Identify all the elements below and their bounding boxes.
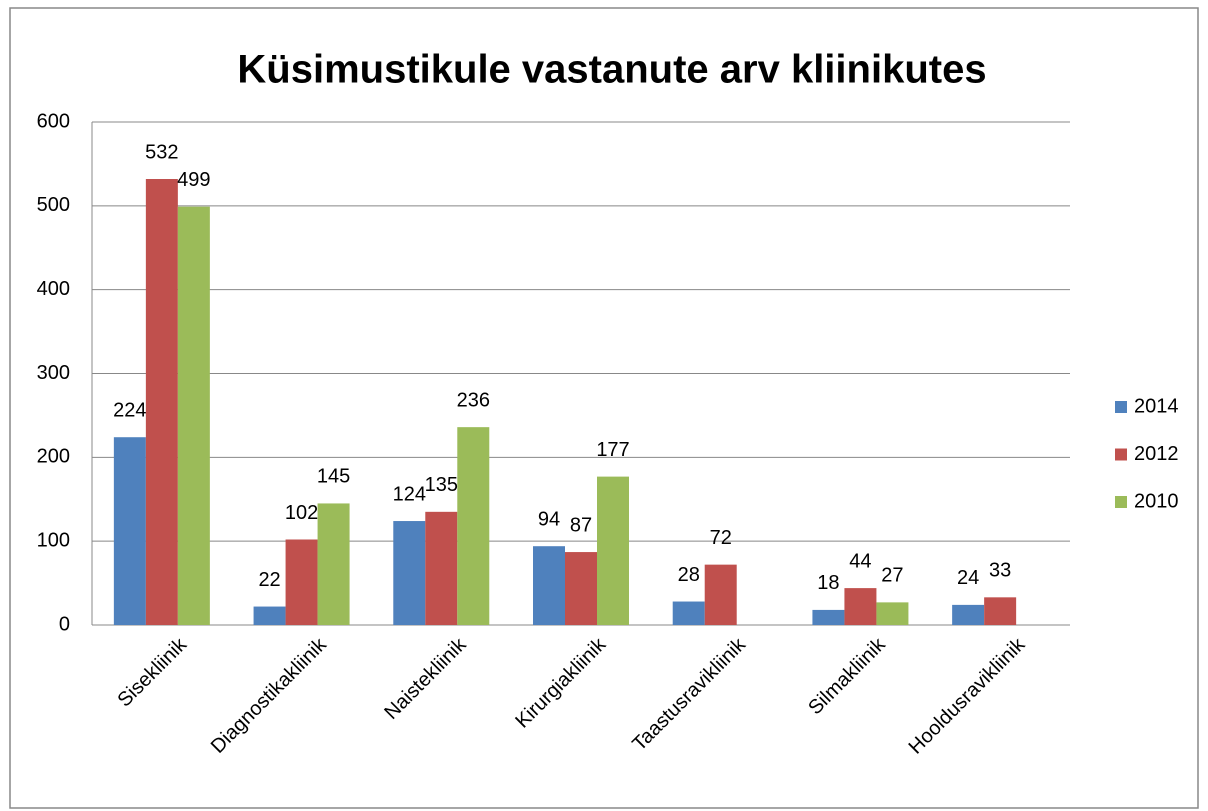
y-tick-label: 200 xyxy=(37,446,70,468)
data-label: 532 xyxy=(145,141,178,163)
data-label: 28 xyxy=(678,564,700,586)
legend-label: 2014 xyxy=(1134,395,1179,417)
y-tick-label: 400 xyxy=(37,278,70,300)
bar xyxy=(393,521,426,625)
data-label: 22 xyxy=(258,569,280,591)
chart-title: Küsimustikule vastanute arv kliinikutes xyxy=(237,48,986,92)
data-label: 236 xyxy=(457,389,490,411)
data-label: 44 xyxy=(849,550,871,572)
bar xyxy=(704,564,737,625)
bar xyxy=(565,552,597,625)
bar xyxy=(253,606,286,625)
y-tick-label: 500 xyxy=(37,194,70,216)
y-tick-label: 600 xyxy=(37,110,70,132)
bar xyxy=(597,476,629,625)
legend-swatch xyxy=(1115,496,1127,508)
y-tick-label: 300 xyxy=(37,362,70,384)
bar xyxy=(984,597,1017,625)
bar xyxy=(285,539,318,625)
legend-label: 2010 xyxy=(1134,490,1179,512)
data-label: 94 xyxy=(538,508,560,530)
bar xyxy=(425,511,458,625)
bar xyxy=(672,601,705,625)
data-label: 87 xyxy=(570,514,592,536)
legend-swatch xyxy=(1115,401,1127,413)
bar xyxy=(844,588,877,625)
data-label: 224 xyxy=(113,399,146,421)
data-label: 499 xyxy=(177,169,210,191)
y-tick-label: 0 xyxy=(59,613,70,635)
data-label: 72 xyxy=(710,527,732,549)
bar xyxy=(317,503,350,625)
bar xyxy=(812,609,845,625)
data-label: 145 xyxy=(317,466,350,488)
bar xyxy=(113,437,146,625)
data-label: 124 xyxy=(393,483,426,505)
bar xyxy=(533,546,565,625)
data-label: 177 xyxy=(596,439,629,461)
data-label: 27 xyxy=(881,565,903,587)
legend-swatch xyxy=(1115,448,1127,461)
data-label: 18 xyxy=(817,572,839,594)
bar xyxy=(457,427,490,625)
y-tick-label: 100 xyxy=(37,529,70,551)
bar xyxy=(145,179,178,626)
data-label: 102 xyxy=(285,502,318,524)
bar xyxy=(876,602,909,625)
bar xyxy=(177,206,210,625)
data-label: 24 xyxy=(957,567,979,589)
legend-label: 2012 xyxy=(1134,443,1179,465)
data-label: 135 xyxy=(425,474,458,496)
data-label: 33 xyxy=(989,560,1011,582)
bar xyxy=(952,604,985,625)
